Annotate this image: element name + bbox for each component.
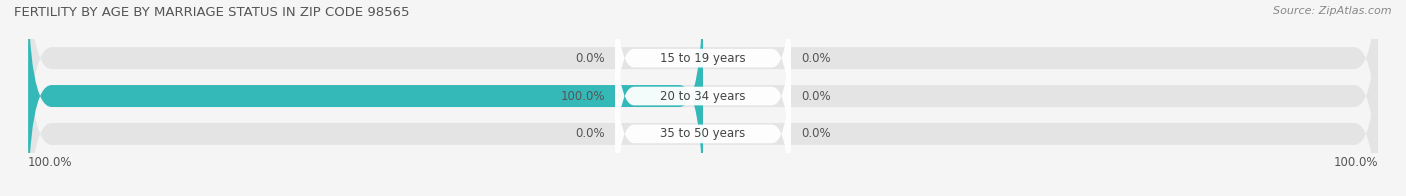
- Text: 100.0%: 100.0%: [1333, 156, 1378, 169]
- Text: 0.0%: 0.0%: [575, 52, 605, 65]
- FancyBboxPatch shape: [616, 37, 790, 196]
- FancyBboxPatch shape: [28, 0, 1378, 196]
- Text: 35 to 50 years: 35 to 50 years: [661, 127, 745, 140]
- Text: 100.0%: 100.0%: [28, 156, 73, 169]
- Text: 0.0%: 0.0%: [575, 127, 605, 140]
- FancyBboxPatch shape: [28, 0, 703, 196]
- Text: FERTILITY BY AGE BY MARRIAGE STATUS IN ZIP CODE 98565: FERTILITY BY AGE BY MARRIAGE STATUS IN Z…: [14, 6, 409, 19]
- Text: 0.0%: 0.0%: [801, 127, 831, 140]
- FancyBboxPatch shape: [616, 0, 790, 155]
- FancyBboxPatch shape: [616, 0, 790, 193]
- Text: 20 to 34 years: 20 to 34 years: [661, 90, 745, 103]
- Text: 15 to 19 years: 15 to 19 years: [661, 52, 745, 65]
- FancyBboxPatch shape: [28, 12, 1378, 196]
- FancyBboxPatch shape: [28, 0, 1378, 180]
- Text: 100.0%: 100.0%: [561, 90, 605, 103]
- Text: Source: ZipAtlas.com: Source: ZipAtlas.com: [1274, 6, 1392, 16]
- Text: 0.0%: 0.0%: [801, 52, 831, 65]
- Text: 0.0%: 0.0%: [801, 90, 831, 103]
